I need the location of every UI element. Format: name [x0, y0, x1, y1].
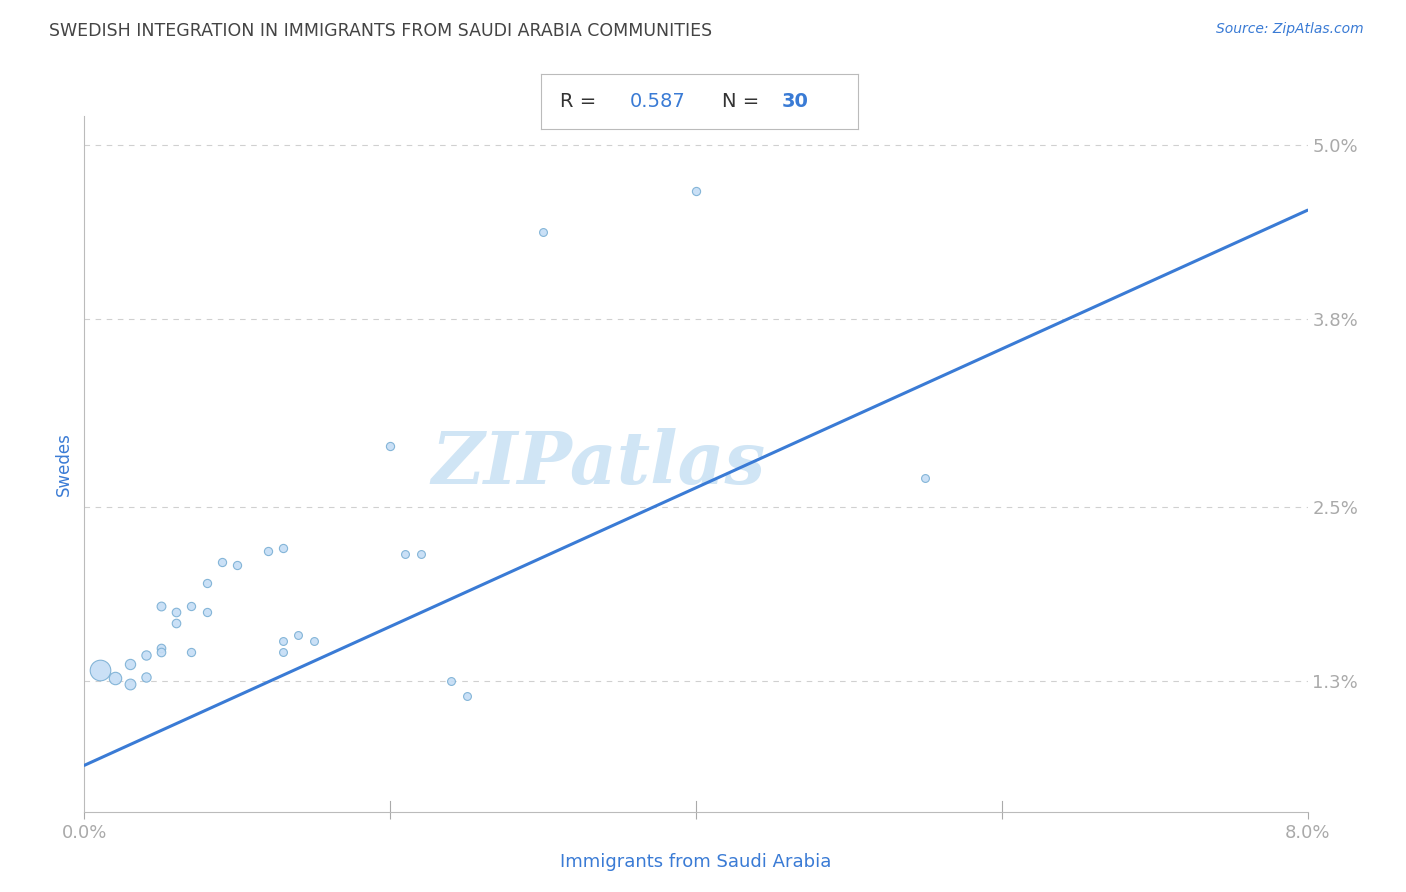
Point [456, 689, 478, 703]
Point [195, 575, 218, 590]
X-axis label: Immigrants from Saudi Arabia: Immigrants from Saudi Arabia [560, 853, 832, 871]
Point [149, 640, 172, 655]
Y-axis label: Swedes: Swedes [55, 432, 73, 496]
Point [287, 628, 309, 642]
Point [180, 645, 202, 659]
Text: R =: R = [561, 92, 603, 112]
Point [149, 599, 172, 613]
Point [271, 633, 294, 648]
Point [195, 605, 218, 619]
Point [89, 663, 111, 677]
Point [271, 541, 294, 555]
Point [685, 185, 707, 199]
Point [104, 671, 127, 685]
Point [211, 555, 233, 570]
Point [409, 547, 432, 561]
Point [135, 648, 157, 662]
Point [271, 645, 294, 659]
Text: 30: 30 [782, 92, 808, 112]
Point [165, 616, 187, 631]
Point [135, 670, 157, 684]
Point [257, 544, 280, 558]
Text: 0.587: 0.587 [630, 92, 686, 112]
Point [440, 674, 463, 689]
Text: SWEDISH INTEGRATION IN IMMIGRANTS FROM SAUDI ARABIA COMMUNITIES: SWEDISH INTEGRATION IN IMMIGRANTS FROM S… [49, 22, 713, 40]
Text: ZIPatlas: ZIPatlas [432, 428, 765, 500]
Point [180, 599, 202, 613]
Text: N =: N = [721, 92, 765, 112]
Point [914, 471, 936, 485]
Text: Source: ZipAtlas.com: Source: ZipAtlas.com [1216, 22, 1364, 37]
Point [120, 657, 142, 671]
Point [149, 645, 172, 659]
Point [226, 558, 249, 573]
Point [165, 605, 187, 619]
Point [380, 440, 402, 454]
Point [531, 225, 554, 239]
Point [394, 547, 416, 561]
Point [120, 677, 142, 691]
Point [302, 633, 325, 648]
